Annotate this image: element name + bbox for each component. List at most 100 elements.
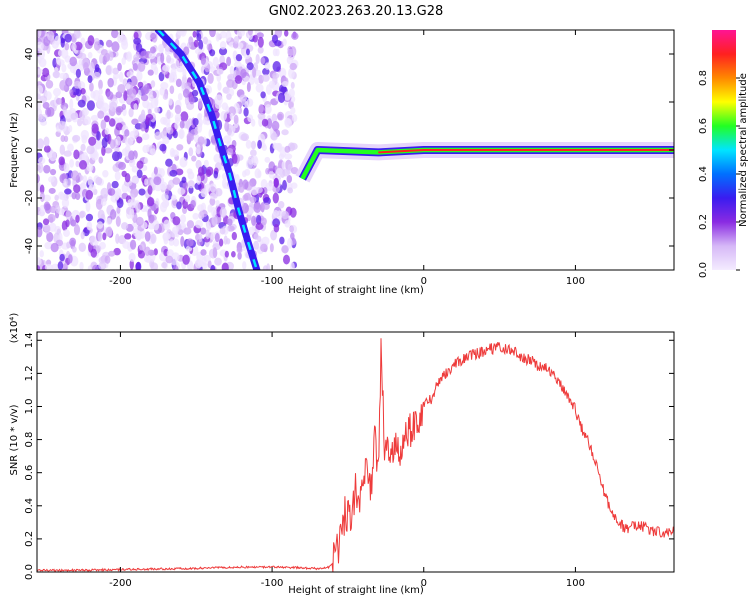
heatmap-cell xyxy=(70,170,80,181)
heatmap-cell xyxy=(113,247,121,256)
heatmap-cell xyxy=(195,144,201,155)
heatmap-cell xyxy=(154,131,162,140)
heatmap-cell xyxy=(257,36,264,48)
y-tick-label: 40 xyxy=(24,48,35,61)
heatmap-cell xyxy=(264,104,272,115)
heatmap-cell xyxy=(111,41,120,52)
heatmap-cell xyxy=(275,167,284,176)
heatmap-cell xyxy=(200,249,207,256)
heatmap-cell xyxy=(136,136,143,144)
heatmap-cell xyxy=(257,112,266,120)
heatmap-cell xyxy=(76,118,83,127)
heatmap-cell xyxy=(246,98,254,107)
heatmap-cell xyxy=(77,99,86,108)
heatmap-cell xyxy=(250,186,259,196)
heatmap-cell xyxy=(46,231,54,243)
heatmap-cell xyxy=(252,66,257,78)
heatmap-cell xyxy=(262,265,269,270)
heatmap-cell xyxy=(226,79,235,88)
heatmap-cell xyxy=(45,79,54,89)
heatmap-cell xyxy=(92,264,99,270)
heatmap-cell xyxy=(160,116,168,125)
heatmap-cell xyxy=(197,136,205,145)
heatmap-cell xyxy=(52,88,61,97)
heatmap-cell xyxy=(135,202,141,213)
heatmap-cell xyxy=(250,140,257,150)
heatmap-cell xyxy=(153,176,162,186)
heatmap-cell xyxy=(107,77,114,88)
heatmap-cell xyxy=(169,85,175,94)
heatmap-cell xyxy=(260,243,268,253)
heatmap-cell xyxy=(198,98,203,109)
y-tick-label: 0.2 xyxy=(24,531,35,547)
heatmap-cell xyxy=(115,122,123,131)
heatmap-cell xyxy=(121,170,127,178)
heatmap-cell xyxy=(214,232,220,243)
heatmap-cell xyxy=(147,69,154,76)
heatmap-cell xyxy=(284,219,291,228)
heatmap-cell xyxy=(268,170,275,179)
heatmap-cell xyxy=(175,59,180,69)
heatmap-cell xyxy=(121,222,129,230)
heatmap-cell xyxy=(164,200,170,207)
heatmap-cell xyxy=(282,168,291,177)
heatmap-cell xyxy=(216,68,224,75)
heatmap-cell xyxy=(202,36,208,45)
heatmap-cell xyxy=(96,131,101,141)
heatmap-cell xyxy=(101,137,108,149)
heatmap-cell xyxy=(183,227,192,235)
heatmap-cell xyxy=(49,168,57,176)
heatmap-cell xyxy=(189,96,195,105)
heatmap-cell xyxy=(170,194,177,201)
heatmap-cell xyxy=(257,46,264,54)
heatmap-cell xyxy=(144,157,149,165)
heatmap-cell xyxy=(198,39,204,51)
heatmap-cell xyxy=(150,80,156,88)
heatmap-cell xyxy=(203,159,209,168)
heatmap-cell xyxy=(206,221,211,232)
heatmap-cell xyxy=(72,134,81,142)
heatmap-cell xyxy=(284,145,291,153)
heatmap-cell xyxy=(55,204,61,214)
heatmap-cell xyxy=(118,71,124,83)
heatmap-cell xyxy=(227,73,236,81)
heatmap-cell xyxy=(37,30,42,38)
heatmap-cell xyxy=(234,174,240,184)
heatmap-cell xyxy=(64,109,73,119)
heatmap-cell xyxy=(37,68,43,75)
heatmap-cell xyxy=(37,226,43,238)
heatmap-cell xyxy=(68,124,73,133)
heatmap-cell xyxy=(226,56,232,67)
heatmap-cell xyxy=(75,214,80,224)
heatmap-cell xyxy=(65,77,73,87)
x-tick-label: -100 xyxy=(261,276,284,287)
heatmap-x-label: Height of straight line (km) xyxy=(288,285,424,296)
heatmap-cell xyxy=(139,243,145,251)
heatmap-cell xyxy=(211,215,218,227)
heatmap-cell xyxy=(105,65,112,76)
heatmap-cell xyxy=(98,156,104,164)
heatmap-cell xyxy=(90,114,99,122)
heatmap-cell xyxy=(115,233,120,244)
heatmap-cell xyxy=(206,43,213,51)
heatmap-cell xyxy=(162,232,169,242)
heatmap-cell xyxy=(150,97,159,109)
heatmap-cell xyxy=(136,70,143,82)
heatmap-cell xyxy=(190,199,196,209)
heatmap-cell xyxy=(261,74,270,82)
heatmap-cell xyxy=(99,54,104,64)
heatmap-cell xyxy=(37,257,42,266)
heatmap-cell xyxy=(144,231,151,242)
heatmap-cell xyxy=(88,136,97,146)
heatmap-cell xyxy=(178,128,185,140)
heatmap-cell xyxy=(50,242,59,253)
heatmap-cell xyxy=(281,129,289,136)
colorbar-tick-label: 0.4 xyxy=(698,166,709,182)
heatmap-cell xyxy=(215,32,220,42)
heatmap-cell xyxy=(136,169,143,179)
heatmap-cell xyxy=(269,243,274,253)
heatmap-cell xyxy=(129,239,137,250)
heatmap-cell xyxy=(218,238,224,247)
heatmap-cell xyxy=(127,199,133,207)
heatmap-cell xyxy=(281,160,286,170)
